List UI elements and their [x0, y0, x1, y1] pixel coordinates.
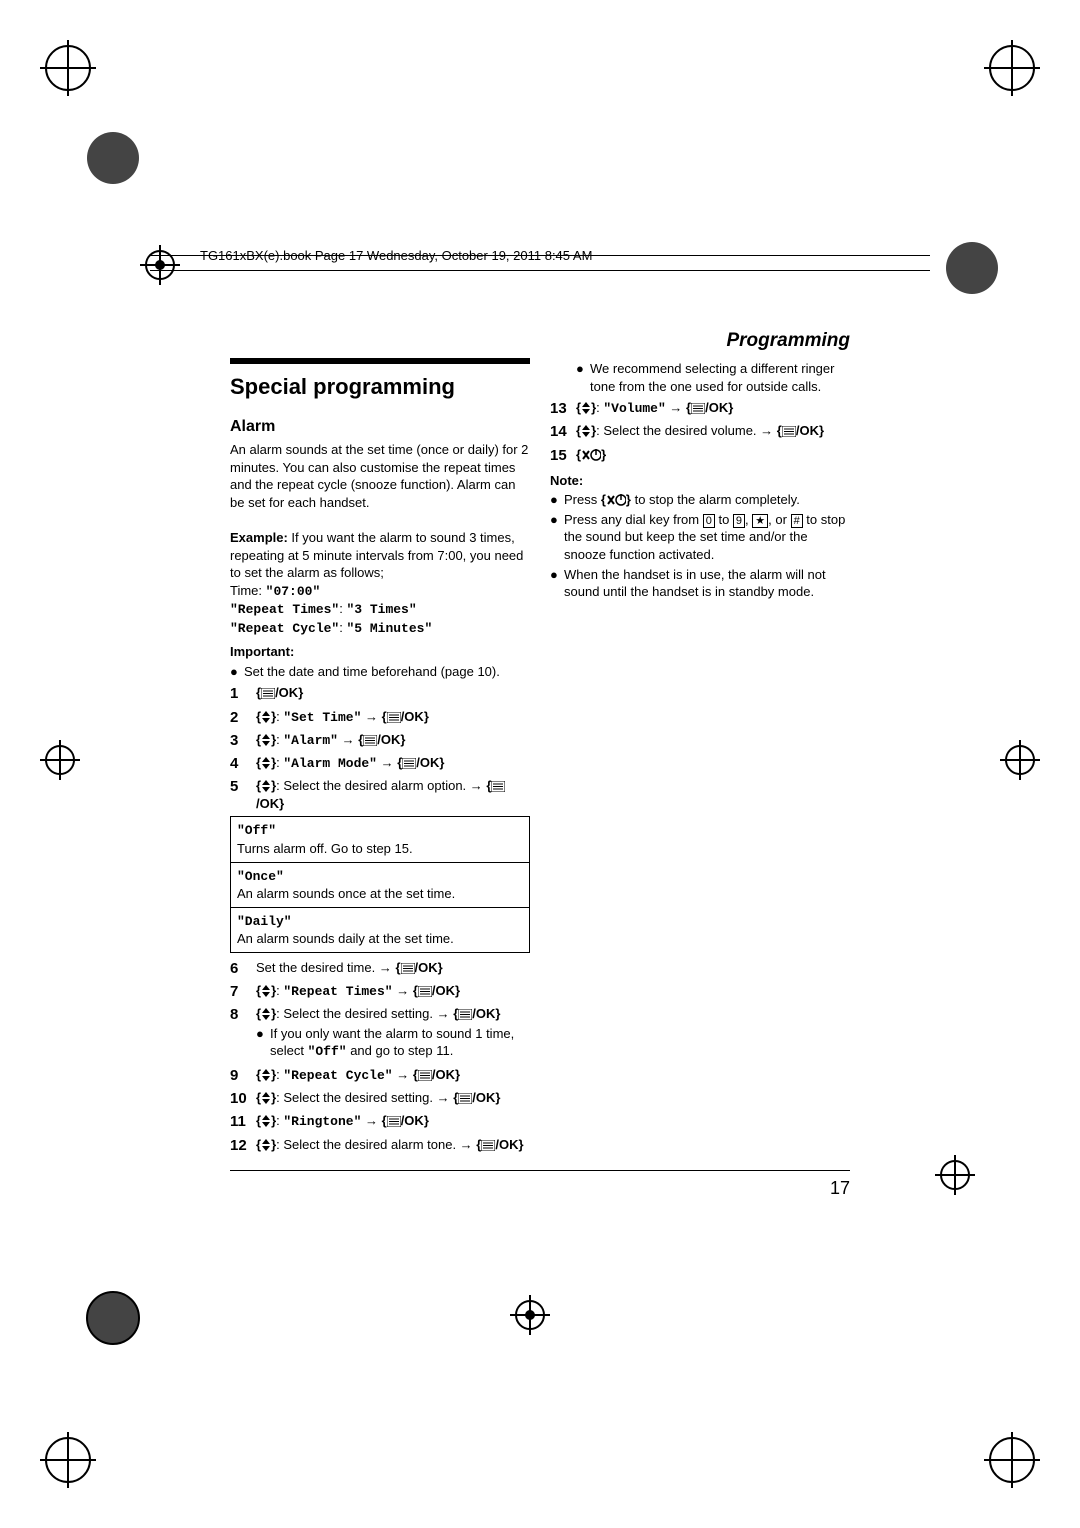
menu-icon — [458, 1093, 472, 1104]
step-12: {}: Select the desired alarm tone. → {/O… — [256, 1136, 530, 1156]
alarm-heading: Alarm — [230, 416, 530, 438]
color-mark-bl — [85, 1290, 141, 1346]
menu-icon — [401, 963, 415, 974]
example-time-value: "07:00" — [266, 584, 321, 599]
side-mark-l — [40, 740, 80, 780]
menu-icon — [363, 735, 377, 746]
important-text: Set the date and time beforehand (page 1… — [244, 663, 500, 681]
header-file-info: TG161xBX(e).book Page 17 Wednesday, Octo… — [200, 248, 592, 263]
nav-icon — [261, 711, 271, 723]
step-12-sub: We recommend selecting a different ringe… — [590, 360, 850, 395]
nav-icon — [261, 1069, 271, 1081]
nav-icon — [261, 757, 271, 769]
color-mark-tr — [944, 240, 1000, 296]
menu-icon — [402, 758, 416, 769]
menu-icon — [387, 1116, 401, 1127]
nav-icon — [261, 1115, 271, 1127]
crop-mark-tl — [40, 40, 96, 96]
nav-icon — [261, 985, 271, 997]
header-rule-bottom — [150, 270, 930, 271]
nav-icon — [261, 1008, 271, 1020]
crop-mark-tr — [984, 40, 1040, 96]
steps-list-2: 6Set the desired time. → {/OK} 7{}: "Rep… — [230, 959, 530, 1156]
small-mark-hl — [140, 245, 180, 285]
alarm-options-table: "Off"Turns alarm off. Go to step 15. "On… — [230, 816, 530, 952]
off-icon — [581, 449, 601, 461]
crop-mark-br — [984, 1432, 1040, 1488]
step-5: {}: Select the desired alarm option. → {… — [256, 777, 530, 812]
step-13: {}: "Volume" → {/OK} — [576, 399, 850, 419]
menu-icon — [458, 1009, 472, 1020]
step-8: {}: Select the desired setting. → {/OK} … — [256, 1005, 530, 1063]
opt-once: "Once"An alarm sounds once at the set ti… — [231, 862, 530, 907]
menu-icon — [387, 712, 401, 723]
opt-daily: "Daily"An alarm sounds daily at the set … — [231, 907, 530, 952]
step-1: {/OK} — [256, 684, 530, 704]
opt-off: "Off"Turns alarm off. Go to step 15. — [231, 817, 530, 862]
step-15: {} — [576, 446, 850, 466]
menu-icon — [691, 403, 705, 414]
step-9: {}: "Repeat Cycle" → {/OK} — [256, 1066, 530, 1086]
example-repeat-times: "Repeat Times": "3 Times" — [230, 600, 530, 619]
alarm-intro: An alarm sounds at the set time (once or… — [230, 441, 530, 511]
nav-icon — [261, 1139, 271, 1151]
menu-icon — [418, 1070, 432, 1081]
nav-icon — [261, 1092, 271, 1104]
nav-icon — [261, 780, 271, 792]
step-11: {}: "Ringtone" → {/OK} — [256, 1112, 530, 1132]
section-header: Programming — [230, 330, 850, 352]
step-6: Set the desired time. → {/OK} — [256, 959, 530, 979]
note-label: Note: — [550, 472, 850, 490]
right-column: ●We recommend selecting a different ring… — [550, 358, 850, 1160]
rt-label: "Repeat Times" — [230, 602, 339, 617]
left-column: Special programming Alarm An alarm sound… — [230, 358, 530, 1160]
steps-list-3: 13{}: "Volume" → {/OK} 14{}: Select the … — [550, 399, 850, 466]
important-bullet: ● Set the date and time beforehand (page… — [230, 663, 530, 681]
small-mark-br — [935, 1155, 975, 1195]
step-8-sub: If you only want the alarm to sound 1 ti… — [270, 1025, 530, 1061]
step-3: {}: "Alarm" → {/OK} — [256, 731, 530, 751]
side-mark-r — [1000, 740, 1040, 780]
nav-icon — [261, 734, 271, 746]
steps-list: 1{/OK} 2{}: "Set Time" → {/OK} 3{}: "Ala… — [230, 684, 530, 812]
example-label: Example: — [230, 530, 288, 545]
note-1: Press {} to stop the alarm completely. — [564, 491, 800, 509]
nav-icon — [581, 425, 591, 437]
page-number: 17 — [230, 1178, 850, 1199]
step-2: {}: "Set Time" → {/OK} — [256, 708, 530, 728]
menu-icon — [418, 986, 432, 997]
menu-icon — [491, 781, 505, 792]
title-rule — [230, 358, 530, 364]
menu-icon — [782, 426, 796, 437]
example-repeat-cycle: "Repeat Cycle": "5 Minutes" — [230, 619, 530, 638]
note-2: Press any dial key from 0 to 9, ★, or # … — [564, 511, 850, 564]
rc-label: "Repeat Cycle" — [230, 621, 339, 636]
important-label: Important: — [230, 643, 530, 661]
note-3: When the handset is in use, the alarm wi… — [564, 566, 850, 601]
step-7: {}: "Repeat Times" → {/OK} — [256, 982, 530, 1002]
color-mark-tl — [85, 130, 141, 186]
step-4: {}: "Alarm Mode" → {/OK} — [256, 754, 530, 774]
off-icon — [606, 494, 626, 506]
menu-icon — [261, 688, 275, 699]
note-list: ●Press {} to stop the alarm completely. … — [550, 491, 850, 600]
menu-icon — [481, 1140, 495, 1151]
alarm-example: Example: If you want the alarm to sound … — [230, 529, 530, 582]
page-title: Special programming — [230, 372, 530, 402]
footer-rule — [230, 1170, 850, 1171]
step-10: {}: Select the desired setting. → {/OK} — [256, 1089, 530, 1109]
example-time-label: Time: — [230, 583, 266, 598]
example-time: Time: "07:00" — [230, 582, 530, 601]
step-14: {}: Select the desired volume. → {/OK} — [576, 422, 850, 442]
small-mark-bc — [510, 1295, 550, 1335]
page-content: Programming Special programming Alarm An… — [230, 330, 850, 1160]
nav-icon — [581, 402, 591, 414]
crop-mark-bl — [40, 1432, 96, 1488]
bullet-icon: ● — [230, 663, 244, 681]
